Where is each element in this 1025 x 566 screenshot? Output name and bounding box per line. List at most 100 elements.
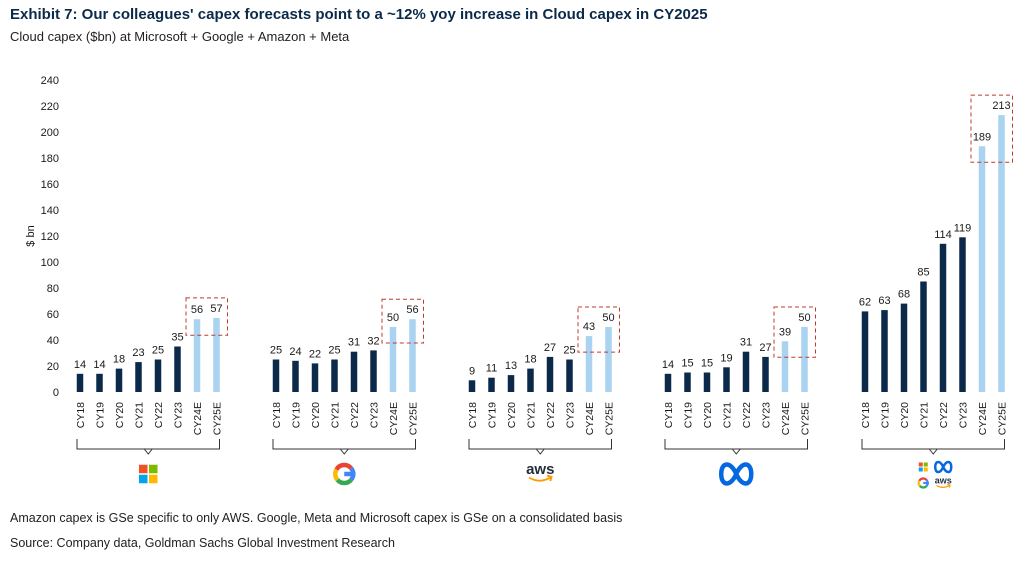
estimate-highlight-box	[970, 94, 1013, 163]
chart-subtitle: Cloud capex ($bn) at Microsoft + Google …	[10, 29, 350, 44]
group-bracket	[664, 439, 808, 455]
y-tick-label: 180	[41, 153, 59, 165]
x-tick-label: CY25E	[408, 402, 420, 435]
bar-cy23	[174, 346, 181, 392]
bar-cy25e	[213, 317, 220, 392]
group-bracket	[468, 439, 612, 455]
aws-logo: aws	[935, 475, 952, 489]
bar-cy20	[115, 368, 123, 392]
bar-cy23	[566, 359, 573, 392]
x-tick-label: CY19	[683, 402, 695, 428]
bar-cy25e	[801, 327, 808, 392]
bar-cy21	[527, 368, 534, 392]
data-label: 119	[954, 222, 972, 234]
data-label: 14	[74, 359, 86, 371]
x-tick-label: CY18	[663, 402, 675, 428]
bar-cy24e	[781, 341, 789, 392]
bar-cy20	[900, 303, 908, 392]
bar-cy22	[546, 356, 554, 392]
x-tick-label: CY22	[153, 402, 165, 428]
data-label: 18	[524, 354, 536, 366]
data-label: 25	[563, 345, 575, 357]
bar-cy18	[76, 373, 84, 392]
x-tick-label: CY24E	[388, 402, 400, 435]
data-label: 24	[289, 346, 301, 358]
x-tick-label: CY19	[95, 402, 107, 428]
data-label: 62	[859, 296, 871, 308]
group-bracket	[861, 439, 1005, 455]
source-note: Source: Company data, Goldman Sachs Glob…	[10, 536, 395, 550]
google-logo	[333, 462, 356, 486]
microsoft-logo	[139, 464, 158, 484]
data-label: 23	[132, 347, 144, 359]
y-tick-label: 200	[41, 127, 59, 139]
bar-cy20	[311, 363, 319, 392]
x-tick-label: CY25E	[604, 402, 616, 435]
x-tick-label: CY22	[349, 402, 361, 428]
x-tick-label: CY24E	[584, 402, 596, 435]
x-tick-label: CY23	[369, 402, 381, 428]
data-label: 25	[328, 345, 340, 357]
x-tick-label: CY24E	[192, 402, 204, 435]
x-tick-label: CY23	[761, 402, 773, 428]
x-tick-label: CY21	[722, 402, 734, 428]
data-label: 50	[387, 312, 399, 324]
x-tick-label: CY22	[741, 402, 753, 428]
bar-cy19	[292, 360, 299, 392]
x-tick-label: CY20	[310, 402, 322, 428]
group-bracket	[76, 439, 220, 455]
footnote: Amazon capex is GSe specific to only AWS…	[10, 511, 623, 525]
data-label: 27	[544, 342, 556, 354]
aws-logo-text: aws	[935, 475, 952, 485]
bar-chart: 0 20 40 60 80 100 120 140 160 180 200 220 240 $ bn 14 C…	[25, 75, 1013, 489]
data-label: 18	[113, 354, 125, 366]
data-label: 43	[583, 321, 595, 333]
data-label: 15	[681, 358, 693, 370]
bar-cy24e	[389, 327, 397, 392]
x-tick-label: CY19	[291, 402, 303, 428]
x-tick-label: CY24E	[780, 402, 792, 435]
bar-cy19	[684, 372, 691, 392]
bar-cy22	[742, 351, 750, 392]
x-tick-label: CY21	[134, 402, 146, 428]
aws-logo-text: aws	[526, 461, 554, 478]
data-label: 31	[348, 337, 360, 349]
bar-cy19	[881, 310, 888, 392]
group-bracket	[272, 439, 416, 455]
data-label: 57	[210, 303, 222, 315]
meta-logo	[718, 462, 754, 486]
x-tick-label: CY18	[75, 402, 87, 428]
google-logo	[917, 477, 929, 489]
data-label: 114	[934, 229, 952, 241]
y-tick-label: 140	[41, 205, 59, 217]
x-tick-label: CY19	[487, 402, 499, 428]
y-tick-label: 0	[53, 387, 59, 399]
x-tick-label: CY25E	[800, 402, 812, 435]
bar-cy24e	[193, 319, 201, 392]
bar-cy20	[703, 372, 711, 392]
x-tick-label: CY22	[545, 402, 557, 428]
x-tick-label: CY24E	[977, 402, 989, 435]
y-tick-label: 120	[41, 231, 59, 243]
meta-logo	[933, 460, 953, 474]
x-tick-label: CY20	[506, 402, 518, 428]
data-label: 85	[917, 267, 929, 279]
bar-cy19	[488, 377, 495, 392]
bar-cy23	[762, 356, 769, 392]
bar-cy23	[959, 237, 966, 392]
chart-title: Exhibit 7: Our colleagues' capex forecas…	[10, 6, 708, 23]
data-label: 189	[973, 131, 991, 143]
bar-cy25e	[605, 327, 612, 392]
bar-cy25e	[409, 319, 416, 392]
x-tick-label: CY20	[114, 402, 126, 428]
data-label: 27	[759, 342, 771, 354]
data-label: 15	[701, 358, 713, 370]
data-label: 68	[898, 289, 910, 301]
data-label: 9	[469, 365, 475, 377]
x-tick-label: CY23	[173, 402, 185, 428]
data-label: 19	[720, 352, 732, 364]
x-tick-label: CY25E	[997, 402, 1009, 435]
bar-cy22	[939, 243, 947, 392]
aws-logo: aws	[526, 461, 554, 482]
x-tick-label: CY21	[919, 402, 931, 428]
